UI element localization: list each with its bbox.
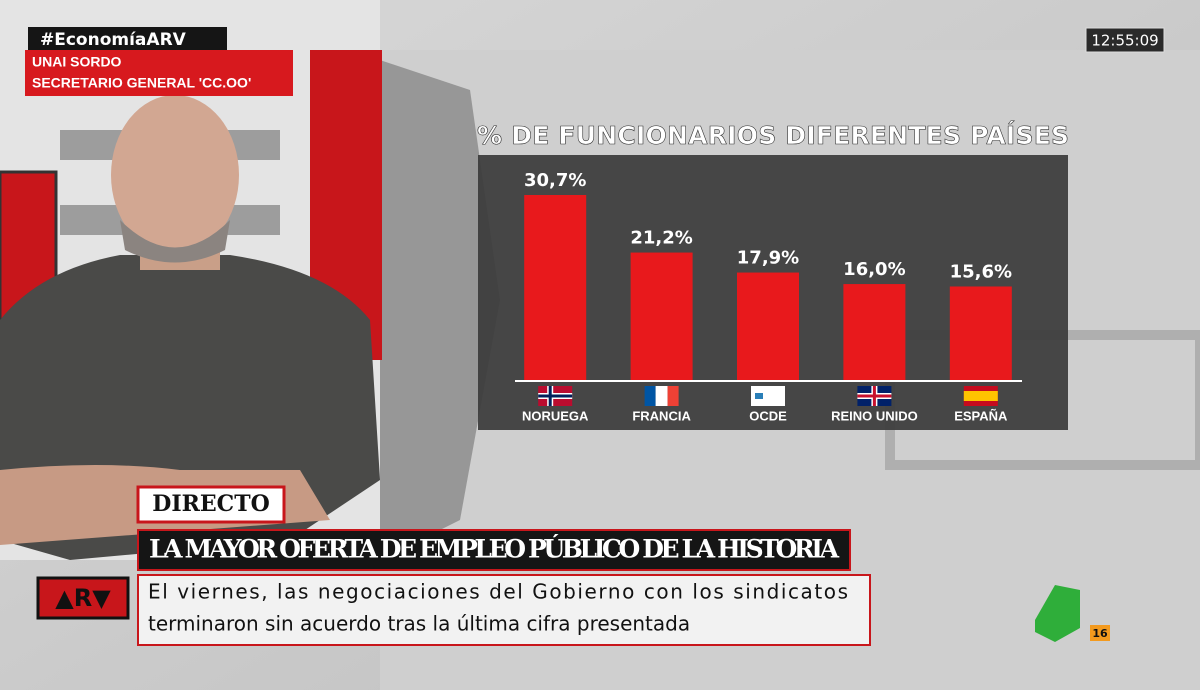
clock: 12:55:09 — [1091, 32, 1158, 50]
speaker-box — [25, 50, 293, 96]
x-tick-label: OCDE — [749, 408, 787, 423]
x-tick-label: ESPAÑA — [954, 408, 1008, 423]
subtitle-box — [137, 574, 871, 646]
value-label: 30,7% — [524, 170, 586, 191]
x-tick-label: FRANCIA — [632, 408, 691, 423]
flag — [538, 394, 573, 398]
bar — [843, 284, 906, 381]
person-head — [111, 95, 239, 255]
flag — [857, 394, 892, 398]
channel-logo — [1035, 585, 1080, 642]
live-label: DIRECTO — [152, 491, 269, 517]
subtitle-line: terminaron sin acuerdo tras la última ci… — [148, 612, 690, 636]
x-tick-label: NORUEGA — [522, 408, 589, 423]
hashtag-box — [28, 27, 227, 51]
flag — [644, 386, 656, 406]
live-box — [136, 485, 286, 524]
flag — [667, 386, 679, 406]
person-beard — [120, 220, 230, 263]
hashtag: #EconomíaARV — [40, 30, 187, 50]
x-tick-label: REINO UNIDO — [831, 408, 918, 423]
subtitle-line: El viernes, las negociaciones del Gobier… — [148, 580, 848, 604]
flag — [751, 386, 785, 406]
program-logo-box — [36, 576, 130, 620]
flag — [963, 391, 998, 401]
flag — [655, 386, 668, 406]
value-label: 15,6% — [950, 261, 1012, 282]
headline-box — [137, 529, 851, 571]
speaker-role: SECRETARIO GENERAL 'CC.OO' — [32, 75, 251, 91]
bar — [737, 272, 799, 381]
channel-badge: 16 — [1092, 627, 1108, 640]
channel-badge-box — [1090, 625, 1110, 641]
grunge-shape — [380, 60, 500, 560]
headline: LA MAYOR OFERTA DE EMPLEO PÚBLICO DE LA … — [149, 535, 840, 564]
bar — [524, 195, 587, 381]
speaker-name: UNAI SORDO — [32, 54, 122, 70]
clock-box — [1085, 27, 1165, 53]
bar — [630, 252, 693, 381]
value-label: 21,2% — [630, 228, 692, 249]
chart-title: % DE FUNCIONARIOS DIFERENTES PAÍSES — [477, 121, 1069, 150]
value-label: 16,0% — [843, 259, 905, 280]
bar — [949, 286, 1012, 381]
program-logo: ▲R▼ — [55, 584, 111, 612]
chart: 30,7% NORUEGA 21,2% FRANCIA 17,9% OCDE 16,0% RE… — [515, 170, 1022, 423]
flag — [755, 393, 763, 399]
value-label: 17,9% — [737, 248, 799, 269]
